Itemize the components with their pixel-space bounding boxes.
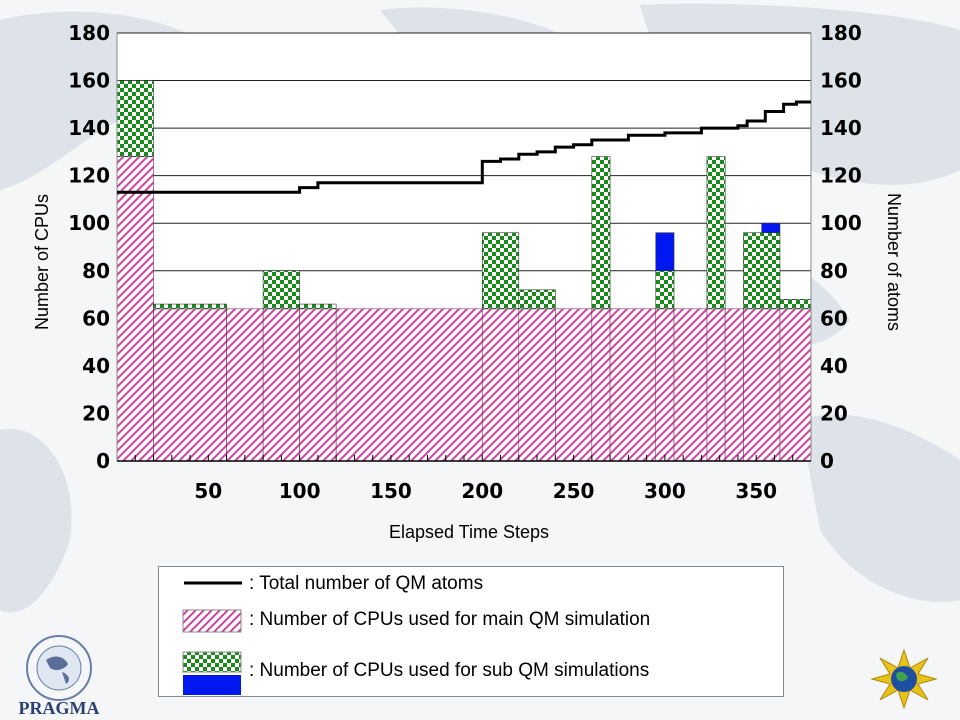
main-bar-9 xyxy=(591,308,611,462)
y-left-tick-40: 40 xyxy=(82,354,110,378)
legend-label-atoms: : Total number of QM atoms xyxy=(249,573,484,594)
x-tick-300: 300 xyxy=(644,479,686,503)
sub-bar-4 xyxy=(299,303,337,310)
x-tick-250: 250 xyxy=(553,479,595,503)
x-tick-100: 100 xyxy=(279,479,321,503)
pragma-wordmark: PRAGMA xyxy=(19,698,100,718)
y-right-tick-40: 40 xyxy=(820,354,848,378)
y-right-tick-labels: 0 20 40 60 80 100 120 140 160 180 xyxy=(820,21,862,473)
legend-blue-swatch xyxy=(183,675,241,695)
main-bar-8 xyxy=(555,308,593,462)
sub-bar-0 xyxy=(116,80,154,157)
sub-bar-18 xyxy=(779,299,812,310)
x-tick-350: 350 xyxy=(735,479,777,503)
y-left-tick-20: 20 xyxy=(82,401,110,425)
main-bar-1 xyxy=(153,308,227,462)
globe-sun-icon xyxy=(870,648,938,710)
y-right-tick-180: 180 xyxy=(820,21,862,45)
main-bar-7 xyxy=(518,308,556,462)
legend-pink-swatch xyxy=(182,609,242,633)
y-left-tick-80: 80 xyxy=(82,259,110,283)
y-right-tick-160: 160 xyxy=(820,69,862,93)
main-bar-14 xyxy=(706,308,726,462)
y-right-tick-20: 20 xyxy=(820,401,848,425)
y-right-tick-120: 120 xyxy=(820,164,862,188)
main-bar-4 xyxy=(299,308,337,462)
sub-bar-7 xyxy=(518,289,556,310)
x-minor-ticks xyxy=(134,455,794,461)
sub-bar-1 xyxy=(153,303,227,310)
main-bar-5 xyxy=(335,308,483,462)
y-left-tick-100: 100 xyxy=(68,211,110,235)
y-left-tick-labels: 0 20 40 60 80 100 120 140 160 180 xyxy=(68,21,110,473)
sub-bar-14 xyxy=(706,156,726,310)
y-right-tick-80: 80 xyxy=(820,259,848,283)
sub-bar-6 xyxy=(481,232,520,310)
x-axis-title: Elapsed Time Steps xyxy=(389,522,549,542)
x-tick-200: 200 xyxy=(461,479,503,503)
sub-bar-3 xyxy=(262,270,300,310)
x-tick-150: 150 xyxy=(370,479,412,503)
sub-bar-12 xyxy=(655,232,675,272)
sub-bar-11 xyxy=(655,270,675,310)
y-left-tick-140: 140 xyxy=(68,116,110,140)
x-tick-50: 50 xyxy=(194,479,222,503)
pragma-logo: PRAGMA xyxy=(19,635,100,718)
sub-bar-16 xyxy=(743,232,781,310)
y-left-tick-180: 180 xyxy=(68,21,110,45)
y-left-tick-160: 160 xyxy=(68,69,110,93)
y-left-tick-0: 0 xyxy=(96,449,110,473)
legend-label-main: : Number of CPUs used for main QM simula… xyxy=(249,609,651,630)
bars xyxy=(116,80,812,462)
y-left-axis-title: Number of CPUs xyxy=(32,194,52,330)
y-left-tick-120: 120 xyxy=(68,164,110,188)
main-bar-3 xyxy=(262,308,300,462)
main-bar-16 xyxy=(743,308,781,462)
main-bar-10 xyxy=(609,308,657,462)
x-tick-labels: 50 100 150 200 250 300 350 xyxy=(194,479,777,503)
y-right-tick-0: 0 xyxy=(820,449,834,473)
main-bar-18 xyxy=(779,308,812,462)
y-right-tick-100: 100 xyxy=(820,211,862,235)
sub-bar-9 xyxy=(591,156,611,310)
main-bar-0 xyxy=(116,156,154,462)
main-bar-13 xyxy=(673,308,708,462)
sub-bar-17 xyxy=(761,222,781,234)
legend: : Total number of QM atoms : Number of C… xyxy=(158,566,784,697)
atoms-line xyxy=(117,100,811,194)
main-bar-11 xyxy=(655,308,675,462)
main-bar-2 xyxy=(226,308,264,462)
legend-label-sub: : Number of CPUs used for sub QM simulat… xyxy=(249,660,650,681)
main-bar-15 xyxy=(724,308,744,462)
y-right-tick-60: 60 xyxy=(820,306,848,330)
y-right-axis-title: Number of atoms xyxy=(884,193,904,331)
y-left-tick-60: 60 xyxy=(82,306,110,330)
legend-green-swatch xyxy=(182,651,242,673)
y-right-tick-140: 140 xyxy=(820,116,862,140)
main-bar-6 xyxy=(481,308,520,462)
